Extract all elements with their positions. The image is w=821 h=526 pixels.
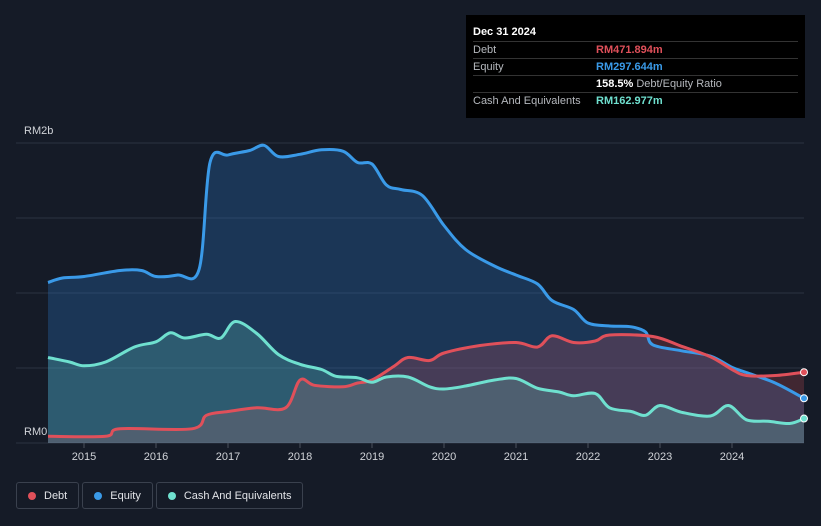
y-tick-max: RM2b [24,125,53,137]
tooltip-debt-label: Debt [473,44,497,56]
series-lines [47,143,805,439]
legend-debt-dot-icon [28,491,36,500]
legend-equity-label: Equity [110,489,141,502]
legend-cash-dot-icon [167,491,176,500]
x-tick-label: 2020 [432,451,456,463]
tooltip-date: Dec 31 2024 [473,26,536,38]
tooltip-debt-value: RM471.894m [596,44,663,56]
tooltip-panel: Dec 31 2024 Debt RM471.894m Equity RM297… [466,15,805,118]
legend-debt-toggle[interactable]: Debt [16,482,80,509]
x-tick-label: 2018 [288,451,312,463]
area-debt [48,334,804,443]
tooltip-ratio-value: 158.5% [596,78,634,90]
x-tick-label: 2023 [648,451,672,463]
x-tick-label: 2017 [216,451,240,463]
tooltip-equity-value: RM297.644m [596,61,663,73]
y-tick-zero: RM0 [24,426,47,438]
x-tick-label: 2019 [360,451,384,463]
tooltip-row-cash: Cash And Equivalents RM162.977m [473,92,798,109]
series-endpoints [800,368,808,423]
tooltip-row-equity: Equity RM297.644m [473,58,798,75]
tooltip-ratio-label [473,76,596,92]
line-equity [47,143,805,400]
tooltip-row-ratio: 158.5% Debt/Equity Ratio [473,75,798,92]
endpoint-cash-and-equivalents [800,414,808,423]
endpoint-equity [800,394,808,403]
x-tick-label: 2024 [720,451,744,463]
legend-equity-toggle[interactable]: Equity [82,482,153,509]
line-cash-and-equivalents [47,319,805,426]
x-tick-label: 2022 [576,451,600,463]
tooltip-equity-label: Equity [473,61,504,73]
x-tick-label: 2021 [504,451,528,463]
x-axis-ticks: 2015 2016 2017 2018 2019 2020 2021 2022 2023 2024 [72,443,744,463]
x-tick-label: 2016 [144,451,168,463]
legend-cash-label: Cash And Equivalents [183,489,292,502]
tooltip-row-debt: Debt RM471.894m [473,41,798,58]
chart-legend: Debt Equity Cash And Equivalents [16,482,304,509]
line-debt [47,333,805,439]
tooltip-cash-label: Cash And Equivalents [473,95,581,107]
tooltip-ratio-sub: Debt/Equity Ratio [636,78,722,90]
tooltip-cash-value: RM162.977m [596,95,663,107]
gridlines [16,142,804,444]
endpoint-debt [800,368,808,377]
x-tick-label: 2015 [72,451,96,463]
series-areas [48,145,804,443]
legend-equity-dot-icon [94,491,103,500]
legend-cash-toggle[interactable]: Cash And Equivalents [155,482,304,509]
area-equity [48,145,804,443]
legend-debt-label: Debt [44,489,68,502]
area-cash-and-equivalents [48,321,804,443]
